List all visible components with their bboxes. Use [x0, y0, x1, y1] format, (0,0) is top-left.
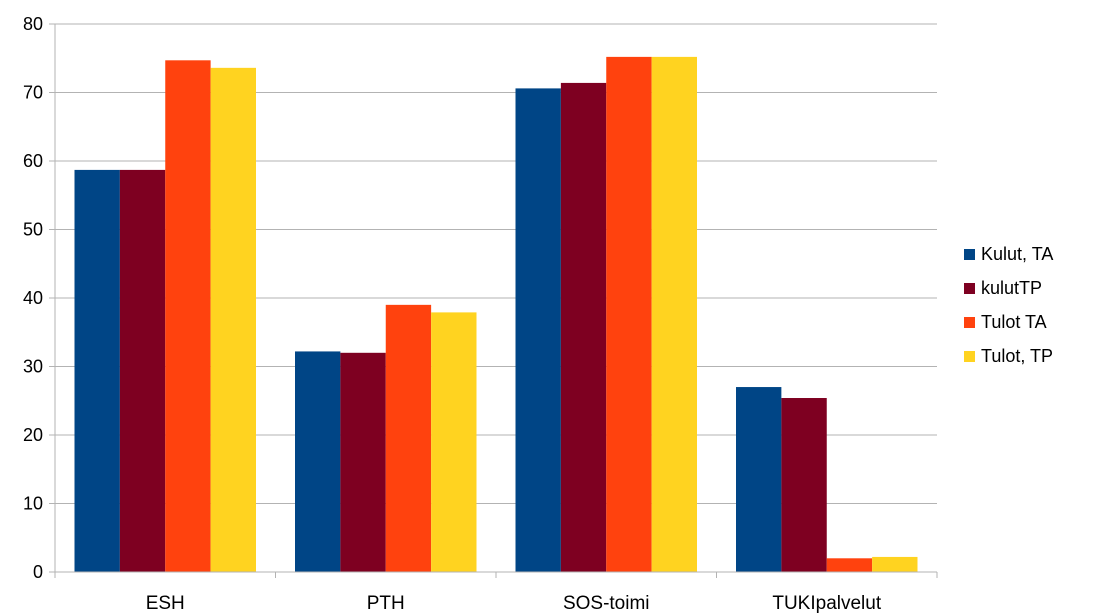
- bar: [651, 56, 697, 572]
- legend-label: Tulot, TP: [981, 346, 1053, 366]
- y-tick-label: 0: [33, 562, 43, 582]
- legend-swatch: [964, 249, 975, 260]
- y-tick-label: 70: [23, 83, 43, 103]
- bar: [385, 304, 432, 572]
- y-tick-label: 30: [23, 357, 43, 377]
- x-tick-label: PTH: [367, 593, 405, 614]
- x-tick-label: ESH: [146, 593, 185, 614]
- y-tick-label: 40: [23, 288, 43, 308]
- bar: [210, 67, 256, 572]
- y-tick-label: 60: [23, 151, 43, 171]
- y-axis-ticks: 0 10 20 30 40 50 60 70 80: [23, 14, 55, 582]
- bar: [606, 56, 652, 572]
- bar: [872, 556, 918, 572]
- x-tick-label: SOS-toimi: [563, 593, 650, 614]
- bar: [340, 352, 386, 572]
- bar: [515, 88, 561, 572]
- bar: [560, 82, 607, 572]
- legend-label: kulutTP: [981, 278, 1042, 298]
- bar: [165, 60, 211, 573]
- legend-label: Kulut, TA: [981, 244, 1053, 264]
- legend: Kulut, TA kulutTP Tulot TA Tulot, TP: [964, 244, 1053, 366]
- y-tick-label: 10: [23, 494, 43, 514]
- legend-swatch: [964, 351, 975, 362]
- bar: [119, 169, 166, 572]
- legend-swatch: [964, 317, 975, 328]
- x-tick-label: TUKIpalvelut: [772, 593, 881, 614]
- bar: [295, 351, 341, 572]
- axes: [54, 24, 938, 578]
- y-tick-label: 50: [23, 220, 43, 240]
- bar: [781, 398, 827, 572]
- bars: [74, 56, 918, 573]
- bar: [736, 387, 782, 572]
- bar: [74, 169, 120, 572]
- bar: [826, 558, 873, 572]
- bar: [431, 312, 477, 572]
- legend-label: Tulot TA: [981, 312, 1047, 332]
- legend-swatch: [964, 283, 975, 294]
- y-tick-label: 20: [23, 425, 43, 445]
- y-tick-label: 80: [23, 14, 43, 34]
- x-axis-labels: ESH PTH SOS-toimi TUKIpalvelut: [146, 593, 882, 614]
